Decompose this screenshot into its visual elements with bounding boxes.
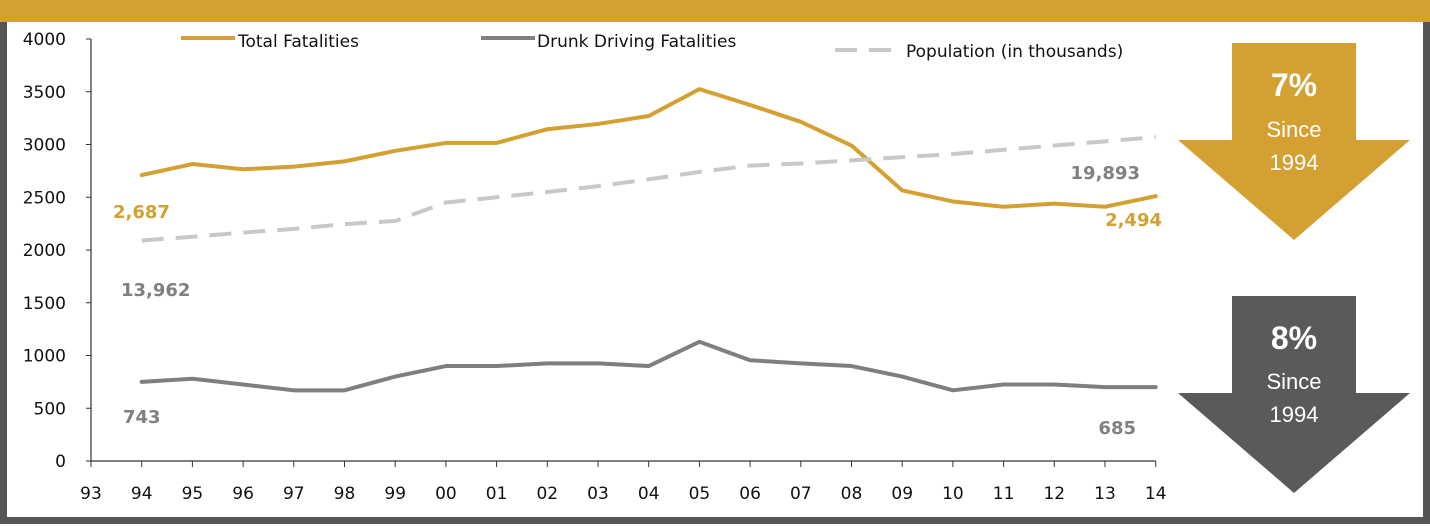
y-tick-label: 4000 (23, 30, 66, 50)
y-tick-label: 2500 (23, 188, 66, 208)
data-label: 2,687 (113, 202, 170, 223)
top-banner (0, 0, 1430, 22)
x-tick-label: 13 (1094, 484, 1116, 504)
series-line-3 (141, 135, 1156, 243)
x-tick-label: 12 (1043, 484, 1065, 504)
data-annotations: 2,687 2,494 13,962 19,893 743 685 (113, 163, 1162, 439)
legend-label: Drunk Driving Fatalities (537, 32, 736, 52)
gold-arrow-since: Since (1266, 117, 1321, 142)
gray-arrow-shape (1178, 296, 1410, 493)
y-tick-label: 1000 (23, 347, 66, 367)
right-border (1423, 22, 1430, 524)
gold-arrow-year: 1994 (1270, 150, 1319, 175)
series-lines (139, 87, 1158, 393)
bottom-border (0, 517, 1430, 524)
x-tick-label: 93 (80, 484, 102, 504)
legend: Total Fatalities Drunk Driving Fatalities… (181, 32, 1123, 62)
x-tick-label: 00 (435, 484, 457, 504)
x-tick-label: 14 (1145, 484, 1167, 504)
x-tick-label: 98 (334, 484, 356, 504)
axes (90, 39, 1156, 462)
x-tick-label: 95 (182, 484, 204, 504)
x-tick-label: 08 (841, 484, 863, 504)
x-tick-label: 02 (536, 484, 558, 504)
x-tick-label: 04 (638, 484, 660, 504)
gold-arrow-shape (1178, 43, 1410, 240)
x-tick-label: 97 (283, 484, 305, 504)
legend-label: Population (in thousands) (906, 42, 1123, 62)
data-label: 13,962 (121, 280, 190, 301)
x-tick-label: 10 (942, 484, 964, 504)
series-line-1 (139, 87, 1158, 209)
data-label: 685 (1098, 418, 1136, 439)
x-tick-label: 09 (891, 484, 913, 504)
x-tick-label: 94 (131, 484, 153, 504)
x-tick-label: 96 (232, 484, 254, 504)
gold-arrow-percent: 7% (1271, 67, 1317, 103)
y-tick-label: 3500 (23, 83, 66, 103)
series-line-2 (139, 339, 1158, 393)
y-axis-ticks: 0 500 1000 1500 2000 2500 3000 3500 4000 (23, 30, 91, 472)
x-tick-label: 07 (790, 484, 812, 504)
data-label: 2,494 (1105, 210, 1162, 231)
legend-label: Total Fatalities (237, 32, 359, 52)
x-tick-label: 99 (384, 484, 406, 504)
y-tick-label: 2000 (23, 241, 66, 261)
gray-arrow-percent: 8% (1271, 320, 1317, 356)
y-tick-label: 0 (55, 452, 66, 472)
gray-arrow-since: Since (1266, 369, 1321, 394)
y-tick-label: 1500 (23, 294, 66, 314)
x-tick-label: 06 (739, 484, 761, 504)
y-tick-label: 500 (34, 399, 66, 419)
left-border (0, 22, 7, 524)
gold-down-arrow: 7% Since 1994 (1178, 43, 1410, 240)
x-axis-ticks: 93 94 95 96 97 98 99 00 01 02 03 04 05 06 07 08 09 10 11 12… (80, 461, 1167, 504)
x-tick-label: 11 (993, 484, 1015, 504)
gray-down-arrow: 8% Since 1994 (1178, 296, 1410, 493)
data-label: 19,893 (1071, 163, 1140, 184)
data-label: 743 (123, 407, 161, 428)
gray-arrow-year: 1994 (1270, 402, 1319, 427)
y-tick-label: 3000 (23, 136, 66, 156)
x-tick-label: 05 (689, 484, 711, 504)
x-tick-label: 01 (486, 484, 508, 504)
x-tick-label: 03 (587, 484, 609, 504)
